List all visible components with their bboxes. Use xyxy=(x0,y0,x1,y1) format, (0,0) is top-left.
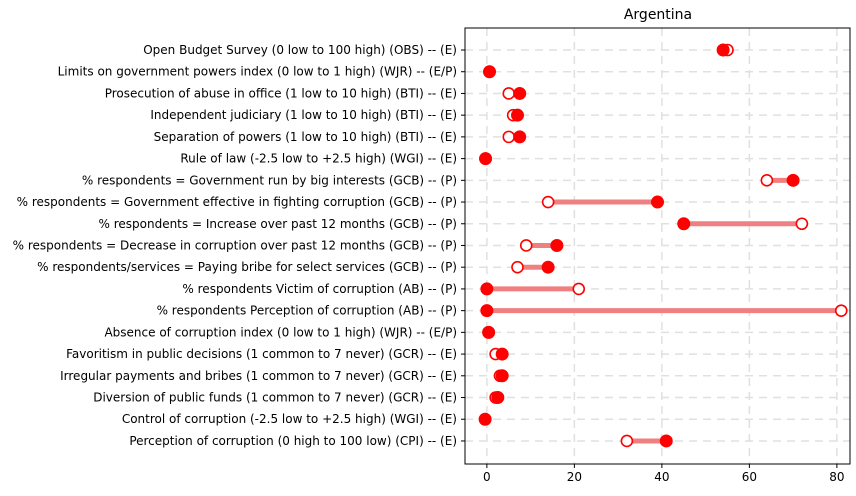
filled-marker xyxy=(482,325,496,339)
filled-marker xyxy=(495,347,509,361)
filled-marker xyxy=(480,304,494,318)
x-tick-label: 20 xyxy=(567,470,582,484)
x-tick-label: 40 xyxy=(654,470,669,484)
row-label: Control of corruption (-2.5 low to +2.5 … xyxy=(122,412,457,426)
open-marker xyxy=(760,174,774,187)
filled-marker xyxy=(541,260,555,274)
filled-marker xyxy=(659,434,673,448)
data-marks xyxy=(478,43,848,448)
row-label: % respondents = Increase over past 12 mo… xyxy=(98,217,457,231)
row-label: Absence of corruption index (0 low to 1 … xyxy=(104,325,457,339)
filled-marker xyxy=(483,65,496,79)
filled-marker xyxy=(480,282,494,296)
filled-marker xyxy=(513,86,527,100)
open-marker xyxy=(834,304,848,317)
row-label: Favoritism in public decisions (1 common… xyxy=(66,347,457,361)
chart-title: Argentina xyxy=(624,7,692,23)
grid-lines xyxy=(465,28,850,464)
open-marker xyxy=(541,195,555,209)
filled-marker xyxy=(491,391,505,405)
open-marker xyxy=(502,130,516,144)
filled-marker xyxy=(786,173,800,187)
open-marker xyxy=(511,260,524,274)
row-label: Diversion of public funds (1 common to 7… xyxy=(93,391,457,405)
open-marker xyxy=(502,87,516,100)
row-label: Perception of corruption (0 high to 100 … xyxy=(129,434,457,448)
row-label: % respondents Victim of corruption (AB) … xyxy=(182,282,457,296)
row-labels: Open Budget Survey (0 low to 100 high) (… xyxy=(13,43,465,448)
open-marker xyxy=(795,217,809,231)
x-tick-label: 80 xyxy=(829,470,844,484)
open-marker xyxy=(620,434,634,448)
row-label: % respondents = Government run by big in… xyxy=(82,173,457,187)
row-label: % respondents = Government effective in … xyxy=(17,195,457,209)
row-label: Prosecution of abuse in office (1 low to… xyxy=(105,86,457,100)
row-label: Separation of powers (1 low to 10 high) … xyxy=(154,130,457,144)
filled-marker xyxy=(651,195,664,209)
filled-marker xyxy=(677,217,691,231)
row-label: % respondents Perception of corruption (… xyxy=(157,304,457,318)
x-tick-label: 0 xyxy=(483,470,491,484)
row-label: % respondents = Decrease in corruption o… xyxy=(13,238,457,252)
filled-marker xyxy=(511,108,524,122)
filled-marker xyxy=(550,238,564,252)
row-label: Rule of law (-2.5 low to +2.5 high) (WGI… xyxy=(180,152,457,166)
row-label: Irregular payments and bribes (1 common … xyxy=(60,369,457,383)
open-marker xyxy=(519,239,533,252)
filled-marker xyxy=(479,152,493,166)
filled-marker xyxy=(513,130,527,144)
x-axis-ticks: 0 20 40 60 80 xyxy=(483,464,845,484)
row-label: Limits on government powers index (0 low… xyxy=(58,65,457,79)
plot-frame xyxy=(464,27,851,465)
filled-marker xyxy=(716,43,730,57)
row-label: % respondents/services = Paying bribe fo… xyxy=(37,260,457,274)
filled-marker xyxy=(478,412,492,426)
row-label: Independent judiciary (1 low to 10 high)… xyxy=(150,108,457,122)
x-tick-label: 60 xyxy=(742,470,757,484)
filled-marker xyxy=(495,369,509,383)
row-label: Open Budget Survey (0 low to 100 high) (… xyxy=(143,43,457,57)
open-marker xyxy=(572,282,586,296)
